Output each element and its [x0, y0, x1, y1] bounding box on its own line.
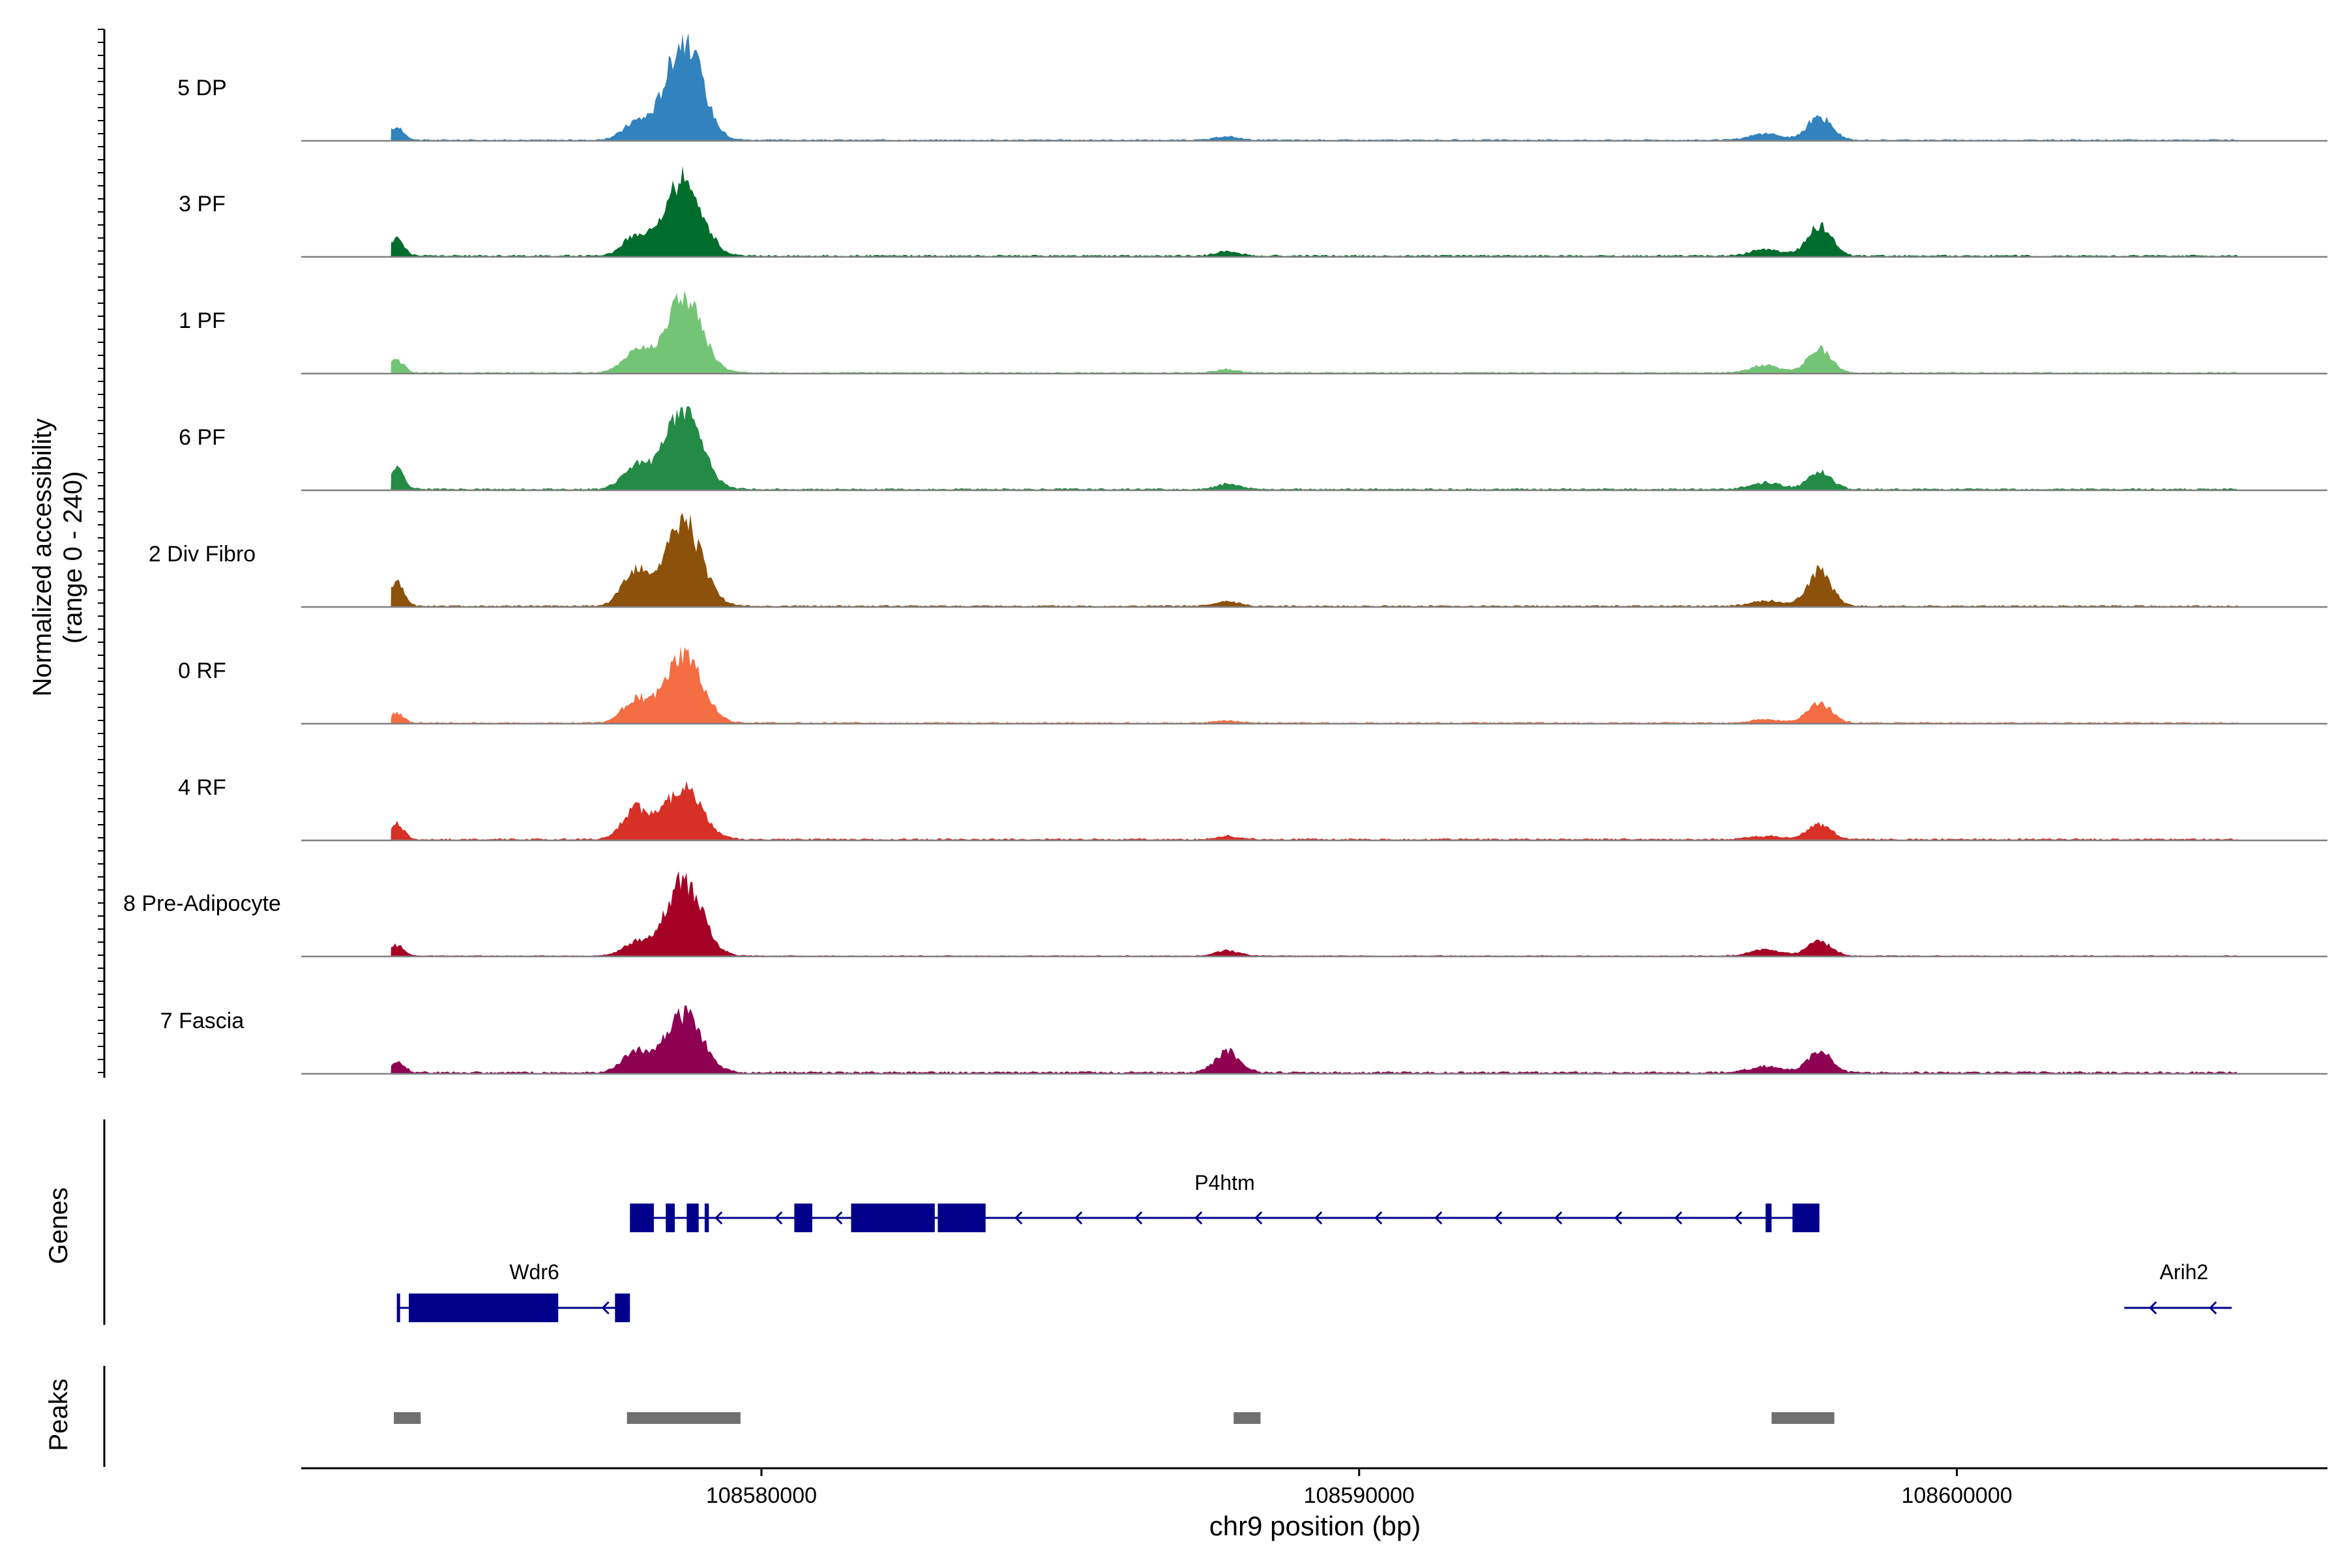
track-label: 4 RF	[178, 775, 226, 800]
strand-arrow	[1434, 1211, 1443, 1225]
strand-arrow	[715, 1211, 723, 1225]
exon	[666, 1204, 675, 1232]
coverage-area	[391, 512, 2238, 607]
track-2-div-fibro: 2 Div Fibro	[149, 512, 2327, 608]
strand-arrow	[2209, 1301, 2217, 1315]
strand-arrow	[2149, 1301, 2157, 1315]
x-tick-label: 108600000	[1901, 1483, 2012, 1508]
coverage-area	[391, 406, 2238, 490]
coverage-area	[391, 871, 2238, 956]
peak-region-1	[627, 1412, 741, 1424]
strand-arrow	[834, 1211, 843, 1225]
peaks-track-title: Peaks	[44, 1378, 73, 1451]
coverage-area	[391, 780, 2238, 840]
exon	[704, 1204, 709, 1232]
genes-track-title: Genes	[44, 1187, 73, 1264]
exon	[409, 1294, 559, 1322]
y-axis-title: Normalized accessibility (range 0 - 240)	[28, 419, 87, 697]
gene-label: Arih2	[2160, 1260, 2209, 1284]
track-label: 7 Fascia	[160, 1009, 244, 1033]
exon	[851, 1204, 935, 1232]
coverage-area	[391, 646, 2238, 724]
exon	[630, 1204, 654, 1232]
exon	[396, 1294, 400, 1322]
y-axis-ticks	[98, 29, 104, 1073]
track-label: 8 Pre-Adipocyte	[123, 891, 281, 916]
y-axis-title-main: Normalized accessibility	[28, 419, 57, 697]
track-4-rf: 4 RF	[178, 775, 2327, 842]
track-label: 1 PF	[179, 308, 226, 333]
gene-label: Wdr6	[509, 1260, 559, 1284]
track-1-pf: 1 PF	[179, 290, 2327, 375]
track-label: 0 RF	[178, 658, 226, 683]
track-8-pre-adipocyte: 8 Pre-Adipocyte	[123, 871, 2327, 958]
strand-arrow	[1614, 1211, 1623, 1225]
strand-arrow	[1494, 1211, 1503, 1225]
track-0-rf: 0 RF	[178, 646, 2327, 725]
strand-arrow	[1254, 1211, 1263, 1225]
gene-arih2: Arih2	[2124, 1260, 2232, 1315]
x-axis-ticks: 108580000 108590000 108600000	[706, 1468, 2013, 1508]
peak-region-2	[1233, 1412, 1261, 1424]
track-label: 3 PF	[179, 192, 226, 216]
x-tick-label: 108590000	[1304, 1483, 1415, 1508]
track-5-dp: 5 DP	[177, 33, 2327, 142]
exon	[1792, 1204, 1820, 1232]
coverage-tracks: 5 DP 3 PF 1 PF 6 PF 2 Div Fibro 0 RF 4 RF 8 Pre…	[123, 33, 2327, 1075]
strand-arrow	[1314, 1211, 1323, 1225]
strand-arrow	[1674, 1211, 1683, 1225]
strand-arrow	[601, 1301, 610, 1315]
strand-arrow	[1134, 1211, 1143, 1225]
exon	[615, 1294, 630, 1322]
peak-region-0	[394, 1412, 421, 1424]
peak-regions	[394, 1412, 1835, 1424]
strand-arrow	[1194, 1211, 1203, 1225]
gene-label: P4htm	[1194, 1171, 1254, 1194]
strand-arrow	[1734, 1211, 1743, 1225]
peak-region-3	[1771, 1412, 1835, 1424]
strand-arrow	[1554, 1211, 1563, 1225]
coverage-area	[391, 166, 2238, 257]
track-6-pf: 6 PF	[179, 406, 2327, 492]
track-label: 5 DP	[177, 76, 227, 100]
exon	[686, 1204, 699, 1232]
exon	[794, 1204, 812, 1232]
y-axis-title-range: (range 0 - 240)	[59, 471, 87, 644]
track-7-fascia: 7 Fascia	[160, 1005, 2327, 1075]
gene-wdr6: Wdr6	[396, 1260, 630, 1322]
coverage-area	[391, 290, 2238, 374]
strand-arrow	[1014, 1211, 1023, 1225]
exon	[937, 1204, 986, 1232]
exon	[1765, 1204, 1772, 1232]
track-label: 6 PF	[179, 425, 226, 450]
x-axis-title: chr9 position (bp)	[1209, 1511, 1421, 1541]
strand-arrow	[1374, 1211, 1383, 1225]
track-label: 2 Div Fibro	[149, 542, 256, 567]
strand-arrow	[775, 1211, 783, 1225]
track-3-pf: 3 PF	[179, 166, 2327, 258]
coverage-area	[391, 33, 2238, 141]
x-tick-label: 108580000	[706, 1483, 817, 1508]
strand-arrow	[1074, 1211, 1083, 1225]
gene-p4htm: P4htm	[630, 1171, 1820, 1232]
gene-models: P4htm Wdr6 Arih2	[396, 1171, 2232, 1322]
coverage-area	[391, 1005, 2238, 1074]
